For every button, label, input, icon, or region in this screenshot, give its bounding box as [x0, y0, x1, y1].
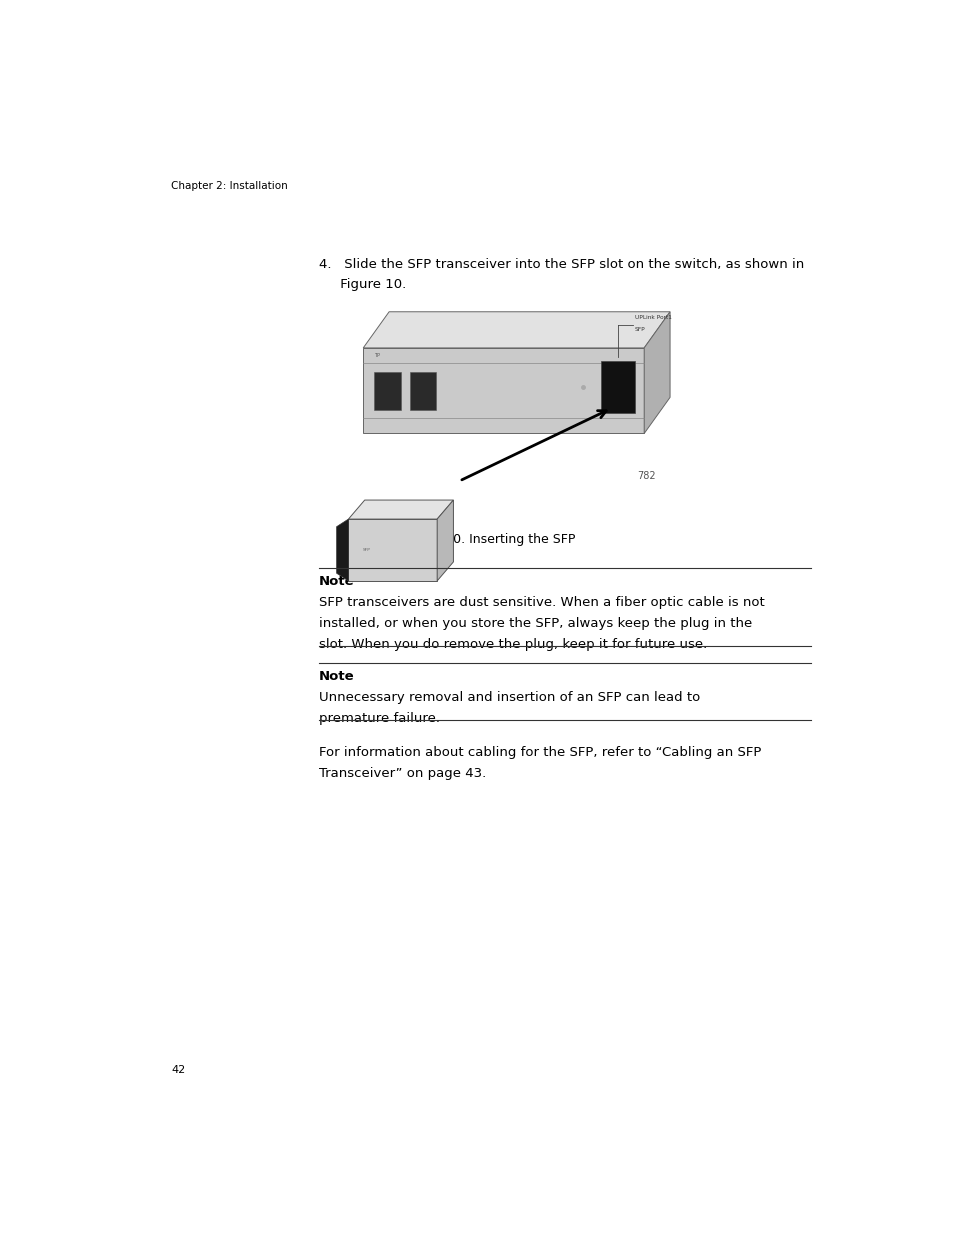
Text: Figure 10.: Figure 10.	[318, 278, 406, 291]
Polygon shape	[643, 311, 669, 433]
Text: Note: Note	[318, 671, 355, 683]
Text: UPLink Port1: UPLink Port1	[634, 315, 671, 320]
Polygon shape	[436, 500, 453, 580]
Polygon shape	[600, 361, 635, 412]
Text: SFP: SFP	[363, 548, 371, 552]
Text: Figure 10. Inserting the SFP: Figure 10. Inserting the SFP	[402, 534, 575, 546]
Text: 42: 42	[171, 1066, 185, 1076]
Text: Unnecessary removal and insertion of an SFP can lead to: Unnecessary removal and insertion of an …	[318, 692, 700, 704]
Polygon shape	[363, 311, 669, 348]
Text: SFP: SFP	[634, 327, 644, 332]
Polygon shape	[374, 372, 400, 410]
Text: slot. When you do remove the plug, keep it for future use.: slot. When you do remove the plug, keep …	[318, 638, 706, 651]
Text: TP: TP	[374, 353, 380, 358]
Polygon shape	[363, 348, 643, 433]
Text: 4.   Slide the SFP transceiver into the SFP slot on the switch, as shown in: 4. Slide the SFP transceiver into the SF…	[318, 258, 803, 270]
Text: premature failure.: premature failure.	[318, 713, 439, 725]
Text: Note: Note	[318, 576, 355, 588]
Text: installed, or when you store the SFP, always keep the plug in the: installed, or when you store the SFP, al…	[318, 618, 751, 630]
Polygon shape	[410, 372, 436, 410]
Polygon shape	[336, 519, 348, 580]
Text: 782: 782	[637, 472, 655, 482]
Text: SFP transceivers are dust sensitive. When a fiber optic cable is not: SFP transceivers are dust sensitive. Whe…	[318, 597, 763, 609]
Polygon shape	[348, 500, 453, 519]
Text: For information about cabling for the SFP, refer to “Cabling an SFP: For information about cabling for the SF…	[318, 746, 760, 760]
Text: Transceiver” on page 43.: Transceiver” on page 43.	[318, 767, 486, 781]
Text: Chapter 2: Installation: Chapter 2: Installation	[171, 182, 288, 191]
Polygon shape	[348, 519, 436, 580]
